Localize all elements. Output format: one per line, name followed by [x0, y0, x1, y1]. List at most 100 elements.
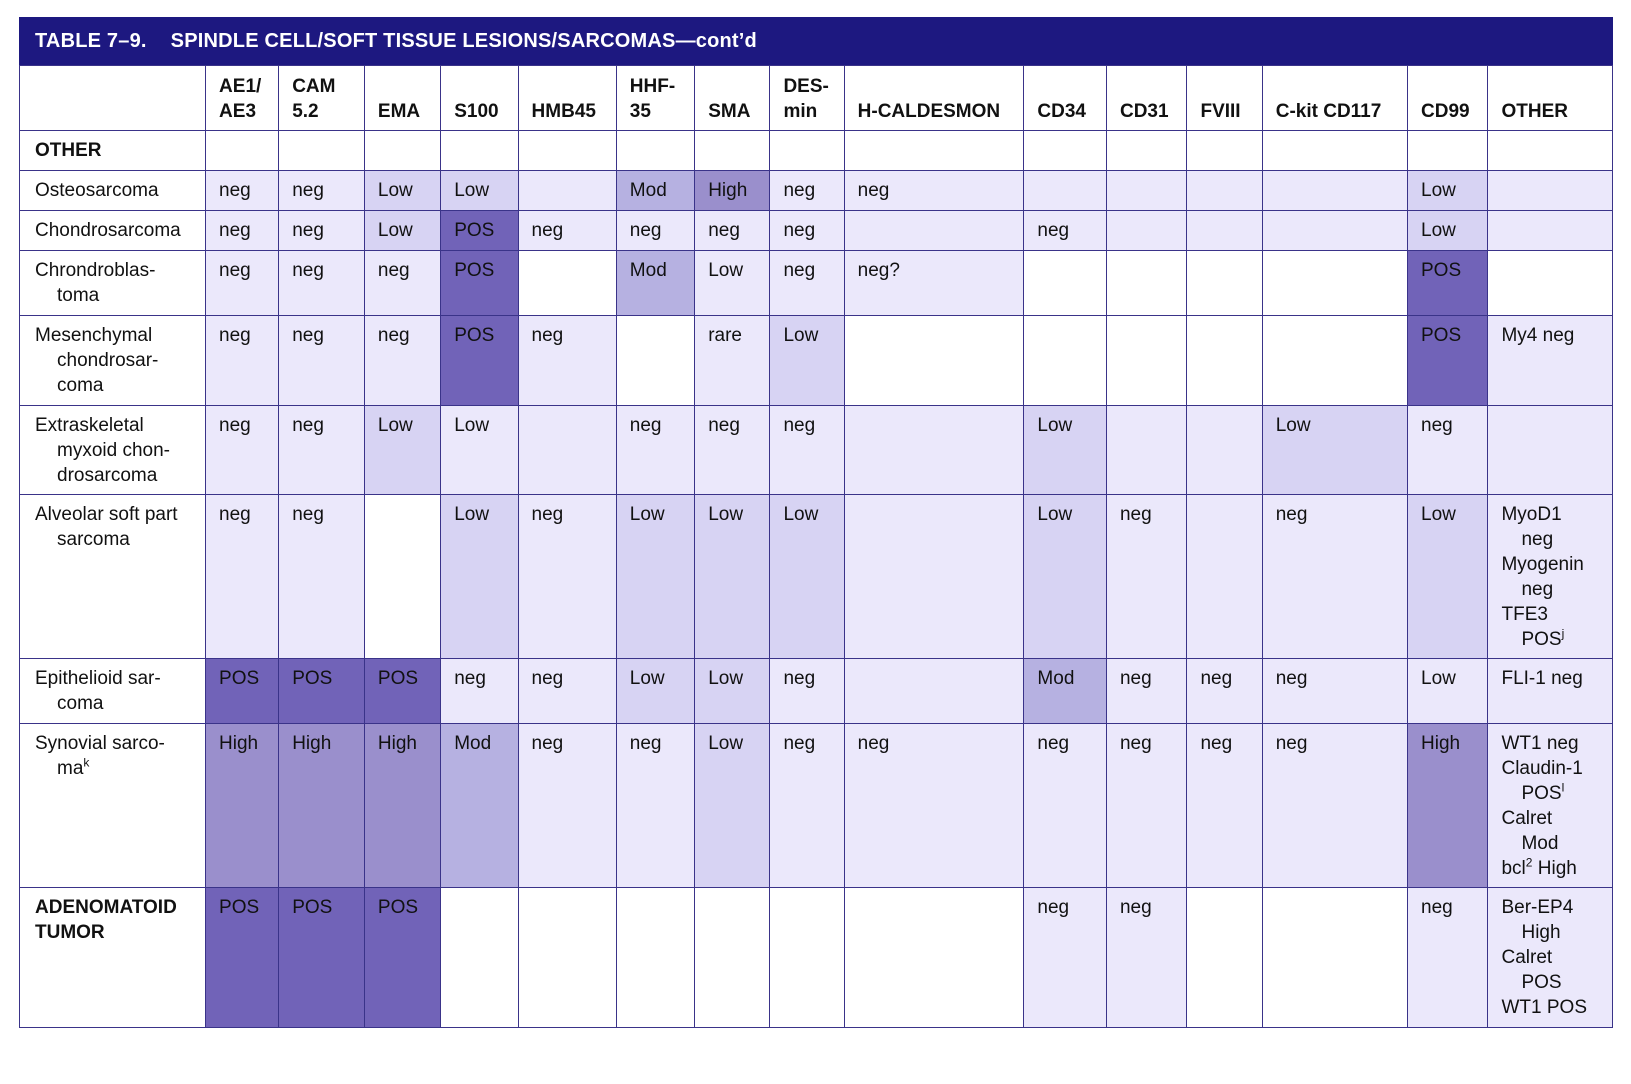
- row-label-line: Chrondroblas-: [35, 260, 156, 281]
- row-label-line: coma: [35, 691, 197, 716]
- cell-h-caldesmon: neg: [843, 723, 1025, 888]
- other-marker-line: Calret: [1501, 806, 1604, 831]
- cell-hhf-35: neg: [615, 723, 696, 888]
- cell-cam-5-2: High: [278, 723, 365, 888]
- table-row: Alveolar soft part sarcoma neg neg Low neg Low…: [18, 494, 1613, 659]
- cell-hmb45: [517, 887, 617, 1028]
- cell-c-kit-cd117: Low: [1261, 405, 1409, 495]
- cell-fviii: neg: [1186, 658, 1263, 724]
- cell-h-caldesmon: [843, 494, 1025, 659]
- cell-cd34: [1023, 130, 1107, 171]
- table-row: Osteosarcoma neg neg Low Low Mod High neg neg Low: [18, 170, 1613, 211]
- cell-des-min: Low: [769, 494, 845, 659]
- cell-hhf-35: Low: [615, 658, 696, 724]
- cell-des-min: neg: [769, 210, 845, 251]
- table-number: TABLE 7–9.: [35, 29, 147, 52]
- column-header-des-min: DES- min: [769, 65, 845, 131]
- row-label: Chondrosarcoma: [18, 210, 207, 251]
- table-body: OTHER Osteosarcoma neg neg Low Low Mod High neg n…: [18, 130, 1613, 1028]
- other-marker-line: Ber-EP4: [1501, 895, 1604, 920]
- row-label-line: Alveolar soft part: [35, 504, 178, 525]
- column-header-other: OTHER: [1487, 65, 1613, 131]
- cell-des-min: neg: [769, 170, 845, 211]
- row-label-text: toma: [57, 285, 100, 306]
- cell-hhf-35: Low: [615, 494, 696, 659]
- immunostain-table: AE1/ AE3 CAM 5.2 EMA S100 HMB45 HHF- 35 SMA DES…: [18, 65, 1613, 1028]
- cell-ae1-ae3: POS: [205, 658, 280, 724]
- row-label-line: Epithelioid sar-: [35, 668, 161, 689]
- cell-cam-5-2: [278, 130, 365, 171]
- row-label-text: coma: [57, 375, 104, 396]
- cell-ema: Low: [363, 405, 442, 495]
- cell-cd99: Low: [1406, 658, 1489, 724]
- row-label: Mesenchymal chondrosar-coma: [18, 315, 207, 406]
- cell-c-kit-cd117: [1261, 130, 1409, 171]
- column-header-ema: EMA: [363, 65, 442, 131]
- table-title-bar: TABLE 7–9. SPINDLE CELL/SOFT TISSUE LESI…: [19, 17, 1613, 65]
- row-label: Osteosarcoma: [18, 170, 207, 211]
- table-row: Chrondroblas-toma neg neg neg POS Mod Low neg ne…: [18, 250, 1613, 316]
- other-marker-text: neg: [1521, 529, 1554, 550]
- cell-s100: Low: [440, 405, 519, 495]
- cell-s100: POS: [440, 250, 519, 316]
- other-marker-line: WT1 neg: [1501, 731, 1604, 756]
- cell-ae1-ae3: neg: [205, 405, 280, 495]
- cell-c-kit-cd117: neg: [1261, 494, 1409, 659]
- cell-sma: Low: [694, 494, 771, 659]
- cell-cam-5-2: neg: [278, 405, 365, 495]
- cell-ema: [363, 130, 442, 171]
- cell-s100: Low: [440, 170, 519, 211]
- cell-cd31: neg: [1105, 887, 1188, 1028]
- other-marker-line: Claudin-1: [1501, 756, 1604, 781]
- other-marker-suffix: High: [1532, 858, 1577, 879]
- footnote-marker: k: [83, 755, 90, 770]
- other-marker-line: WT1 POS: [1501, 995, 1604, 1020]
- other-marker-text: WT1 POS: [1501, 997, 1587, 1018]
- other-marker-text: WT1 neg: [1501, 733, 1579, 754]
- cell-cd99: Low: [1406, 494, 1489, 659]
- cell-cd31: [1105, 405, 1188, 495]
- cell-cd31: [1105, 170, 1188, 211]
- cell-c-kit-cd117: [1261, 210, 1409, 251]
- cell-cd34: [1023, 250, 1107, 316]
- other-marker-line: POSl: [1501, 781, 1604, 806]
- cell-fviii: [1186, 130, 1263, 171]
- cell-hmb45: neg: [517, 315, 617, 406]
- cell-c-kit-cd117: [1261, 315, 1409, 406]
- cell-cd99: Low: [1406, 210, 1489, 251]
- cell-des-min: neg: [769, 723, 845, 888]
- cell-hmb45: neg: [517, 658, 617, 724]
- cell-hhf-35: neg: [615, 405, 696, 495]
- other-marker-text: Ber-EP4: [1501, 897, 1574, 918]
- other-marker-text: MyoD1: [1501, 504, 1562, 525]
- cell-other: WT1 neg Claudin-1 POSl Calret Mod bcl2 High: [1487, 723, 1613, 888]
- cell-cam-5-2: neg: [278, 170, 365, 211]
- cell-other: My4 neg: [1487, 315, 1613, 406]
- cell-ema: Low: [363, 210, 442, 251]
- row-label-line: coma: [35, 373, 197, 398]
- column-header-cam-5-2: CAM 5.2: [278, 65, 365, 131]
- table-title: SPINDLE CELL/SOFT TISSUE LESIONS/SARCOMA…: [170, 29, 757, 52]
- cell-ae1-ae3: neg: [205, 170, 280, 211]
- column-header-cd99: CD99: [1406, 65, 1489, 131]
- cell-other: [1487, 210, 1613, 251]
- cell-hmb45: neg: [517, 494, 617, 659]
- cell-cd99: neg: [1406, 405, 1489, 495]
- cell-cd99: [1406, 130, 1489, 171]
- cell-cd99: POS: [1406, 250, 1489, 316]
- row-label-line: ADENOMATOID: [35, 897, 177, 918]
- cell-sma: Low: [694, 250, 771, 316]
- other-marker-text: Claudin-1: [1501, 758, 1583, 779]
- other-marker-line: High: [1501, 920, 1604, 945]
- row-label-line: Mesenchymal: [35, 325, 153, 346]
- cell-ema: POS: [363, 887, 442, 1028]
- cell-cd31: neg: [1105, 658, 1188, 724]
- cell-hhf-35: neg: [615, 210, 696, 251]
- cell-cd34: neg: [1023, 723, 1107, 888]
- cell-s100: POS: [440, 210, 519, 251]
- column-header-fviii: FVIII: [1186, 65, 1263, 131]
- cell-cd31: [1105, 130, 1188, 171]
- other-marker-text: bcl: [1501, 858, 1526, 879]
- cell-h-caldesmon: [843, 887, 1025, 1028]
- cell-ae1-ae3: neg: [205, 210, 280, 251]
